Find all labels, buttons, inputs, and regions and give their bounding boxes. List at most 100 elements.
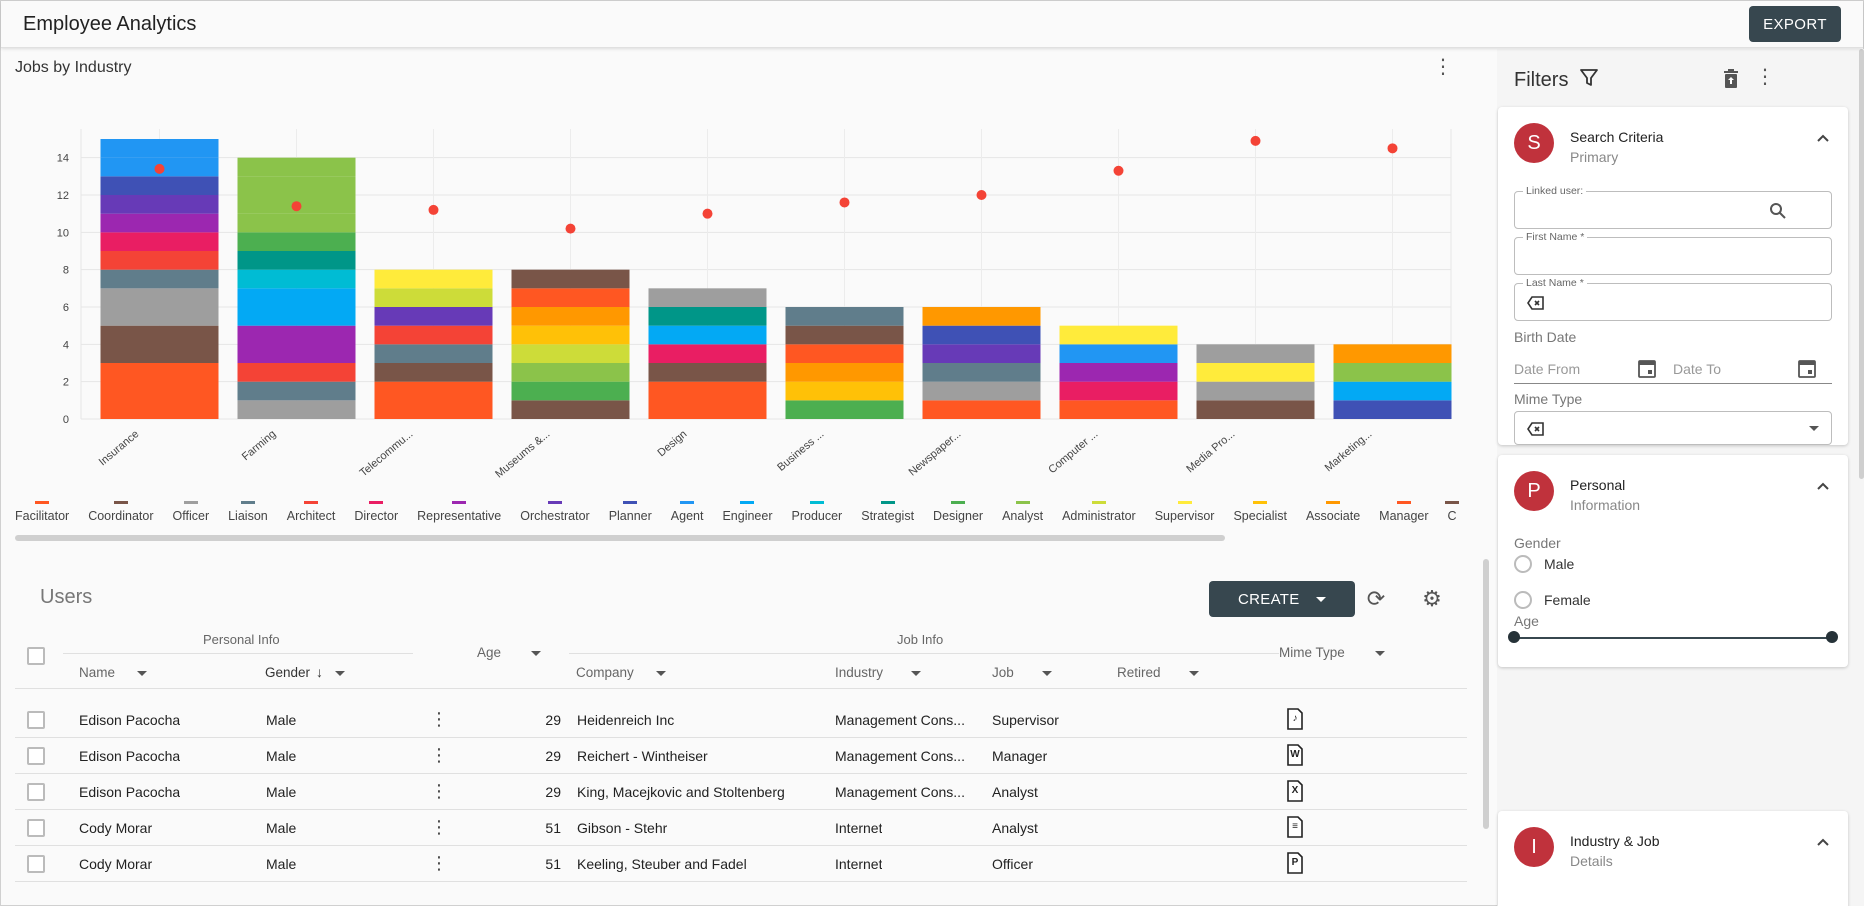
legend-item[interactable]: Orchestrator bbox=[520, 499, 590, 523]
column-company-label: Company bbox=[576, 665, 634, 680]
legend-item[interactable]: Associate bbox=[1306, 499, 1360, 523]
search-icon[interactable] bbox=[1769, 202, 1787, 220]
bar-segment bbox=[511, 307, 630, 326]
column-job-menu-icon[interactable] bbox=[1041, 670, 1052, 676]
row-menu-icon[interactable]: ⋮ bbox=[430, 853, 448, 873]
column-header-industry[interactable]: Industry bbox=[835, 665, 922, 680]
mime-type-select[interactable] bbox=[1514, 411, 1832, 445]
female-radio[interactable] bbox=[1514, 591, 1532, 609]
personal-information-card: P Personal Information Gender Male Femal… bbox=[1498, 455, 1848, 667]
row-checkbox[interactable] bbox=[27, 711, 45, 729]
row-checkbox[interactable] bbox=[27, 855, 45, 873]
column-retired-menu-icon[interactable] bbox=[1188, 670, 1199, 676]
row-checkbox[interactable] bbox=[27, 783, 45, 801]
filters-scrollbar[interactable] bbox=[1859, 49, 1864, 479]
legend-item[interactable]: Coordinator bbox=[88, 499, 154, 523]
table-row[interactable]: Cody Morar Male ⋮ 51 Gibson - Stehr Internet A… bbox=[15, 810, 1467, 846]
bar-segment bbox=[511, 363, 630, 382]
legend-item[interactable]: Producer bbox=[792, 499, 842, 523]
row-menu-icon[interactable]: ⋮ bbox=[430, 817, 448, 837]
settings-gear-icon[interactable]: ⚙ bbox=[1422, 586, 1442, 611]
column-industry-menu-icon[interactable] bbox=[911, 670, 922, 676]
collapse-chevron-icon[interactable] bbox=[1816, 835, 1830, 849]
legend-horizontal-scrollbar[interactable] bbox=[15, 535, 1225, 541]
legend-item[interactable]: Analyst bbox=[1002, 499, 1043, 523]
column-age-menu-icon[interactable] bbox=[531, 650, 542, 656]
collapse-chevron-icon[interactable] bbox=[1816, 131, 1830, 145]
date-to-calendar-icon[interactable] bbox=[1798, 358, 1816, 378]
column-header-mime-type[interactable]: Mime Type bbox=[1279, 645, 1385, 660]
table-row[interactable]: Edison Pacocha Male ⋮ 29 Heidenreich Inc Mana… bbox=[15, 702, 1467, 738]
legend-item[interactable]: Designer bbox=[933, 499, 983, 523]
mime-dropdown-icon[interactable] bbox=[1809, 426, 1819, 431]
legend-label: C bbox=[1447, 509, 1457, 523]
legend-item[interactable]: Liaison bbox=[228, 499, 268, 523]
select-all-checkbox[interactable] bbox=[27, 647, 45, 665]
legend-item[interactable]: Agent bbox=[671, 499, 703, 523]
legend-item[interactable]: Administrator bbox=[1062, 499, 1136, 523]
legend-item[interactable]: Planner bbox=[609, 499, 652, 523]
cell-gender: Male bbox=[266, 820, 297, 836]
row-menu-icon[interactable]: ⋮ bbox=[430, 745, 448, 765]
last-name-input[interactable]: Last Name * bbox=[1514, 277, 1832, 321]
create-button[interactable]: CREATE bbox=[1209, 581, 1355, 617]
bar-segment bbox=[1333, 400, 1452, 419]
row-checkbox[interactable] bbox=[27, 747, 45, 765]
app-title: Employee Analytics bbox=[23, 13, 197, 35]
row-checkbox[interactable] bbox=[27, 819, 45, 837]
legend-item[interactable]: Manager bbox=[1379, 499, 1429, 523]
first-name-input[interactable]: First Name * bbox=[1514, 231, 1832, 275]
column-header-retired[interactable]: Retired bbox=[1117, 665, 1199, 680]
table-row[interactable]: Edison Pacocha Male ⋮ 29 Reichert - Wintheis… bbox=[15, 738, 1467, 774]
chart-menu-icon[interactable]: ⋮ bbox=[1433, 56, 1453, 78]
legend-item[interactable]: Officer bbox=[173, 499, 209, 523]
legend-item[interactable]: Supervisor bbox=[1155, 499, 1214, 523]
legend-swatch bbox=[1326, 501, 1341, 504]
refresh-icon[interactable]: ⟳ bbox=[1366, 586, 1386, 611]
linked-user-input[interactable]: Linked user: bbox=[1514, 185, 1832, 229]
cell-name: Edison Pacocha bbox=[79, 784, 181, 800]
column-header-job[interactable]: Job bbox=[992, 665, 1052, 680]
row-menu-icon[interactable]: ⋮ bbox=[430, 709, 448, 729]
legend-item[interactable]: Representative bbox=[417, 499, 501, 523]
male-radio[interactable] bbox=[1514, 555, 1532, 573]
age-slider-min-thumb[interactable] bbox=[1508, 631, 1520, 643]
legend-item[interactable]: Engineer bbox=[722, 499, 773, 523]
age-slider-track[interactable] bbox=[1514, 637, 1832, 639]
column-company-menu-icon[interactable] bbox=[655, 670, 666, 676]
cell-name: Cody Morar bbox=[79, 856, 153, 872]
grid-vertical-scrollbar[interactable] bbox=[1483, 559, 1489, 829]
column-header-company[interactable]: Company bbox=[576, 665, 666, 680]
filters-menu-icon[interactable]: ⋮ bbox=[1755, 66, 1775, 88]
legend-item[interactable]: C bbox=[1445, 499, 1460, 523]
table-row[interactable]: Edison Pacocha Male ⋮ 29 King, Macejkovic an… bbox=[15, 774, 1467, 810]
column-gender-menu-icon[interactable] bbox=[335, 670, 346, 676]
date-from-input[interactable]: Date From bbox=[1514, 361, 1581, 377]
row-menu-icon[interactable]: ⋮ bbox=[430, 781, 448, 801]
filter-funnel-icon bbox=[1580, 69, 1598, 86]
legend-item[interactable]: Director bbox=[354, 499, 398, 523]
clear-mime-icon[interactable] bbox=[1527, 421, 1545, 437]
column-header-gender[interactable]: Gender ↓ bbox=[265, 664, 346, 680]
collapse-chevron-icon[interactable] bbox=[1816, 479, 1830, 493]
export-button[interactable]: EXPORT bbox=[1749, 6, 1841, 42]
last-name-label: Last Name * bbox=[1523, 277, 1587, 289]
bar-segment bbox=[100, 213, 219, 233]
table-row[interactable]: Cody Morar Male ⋮ 51 Keeling, Steuber and Fa… bbox=[15, 846, 1467, 882]
legend-item[interactable]: Facilitator bbox=[15, 499, 69, 523]
cell-gender: Male bbox=[266, 712, 297, 728]
clear-value-icon[interactable] bbox=[1527, 295, 1545, 311]
age-slider-max-thumb[interactable] bbox=[1826, 631, 1838, 643]
date-to-input[interactable]: Date To bbox=[1673, 361, 1721, 377]
column-gender-label: Gender bbox=[265, 665, 311, 680]
legend-item[interactable]: Strategist bbox=[861, 499, 914, 523]
column-header-age[interactable]: Age bbox=[477, 645, 542, 660]
clear-filters-trash-icon[interactable] bbox=[1719, 67, 1743, 91]
column-name-menu-icon[interactable] bbox=[137, 670, 148, 676]
column-mime-menu-icon[interactable] bbox=[1374, 650, 1385, 656]
date-from-calendar-icon[interactable] bbox=[1638, 358, 1656, 378]
legend-swatch bbox=[113, 501, 128, 504]
legend-item[interactable]: Specialist bbox=[1233, 499, 1287, 523]
legend-item[interactable]: Architect bbox=[287, 499, 335, 523]
column-header-name[interactable]: Name bbox=[79, 665, 148, 680]
